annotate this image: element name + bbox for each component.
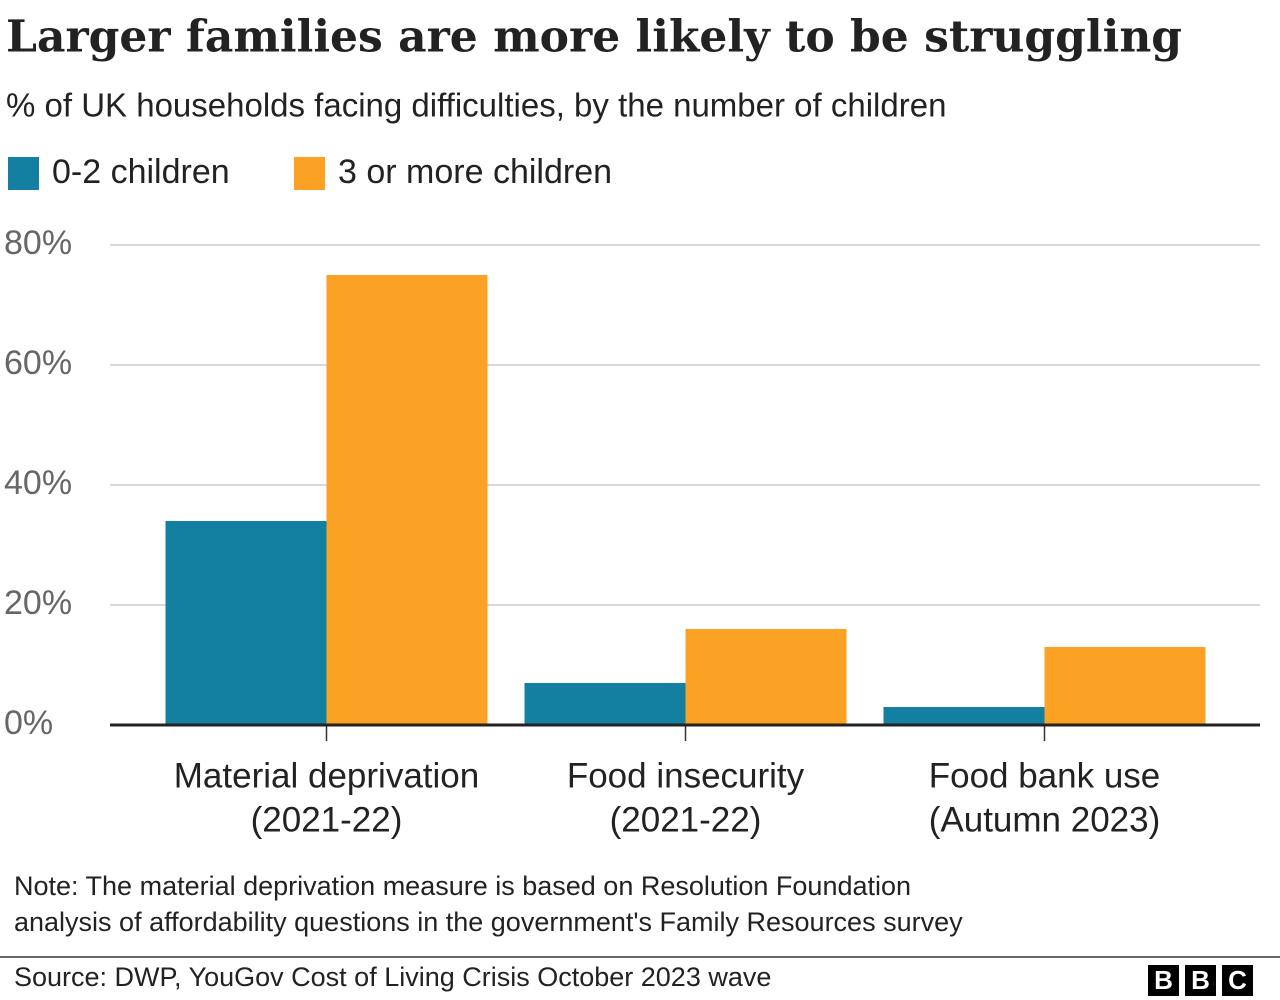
chart-subtitle: % of UK households facing difficulties, …: [6, 87, 946, 124]
logo-letter: C: [1228, 965, 1247, 995]
chart-title: Larger families are more likely to be st…: [6, 12, 1182, 63]
logo-letter: B: [1191, 965, 1210, 995]
bar: [326, 275, 488, 725]
logo-letter: B: [1154, 965, 1173, 995]
x-tick-label: (Autumn 2023): [929, 800, 1161, 839]
logo-block: [1222, 965, 1253, 996]
legend-label: 0-2 children: [52, 153, 230, 191]
logo-block: [1185, 965, 1216, 996]
legend-swatch: [8, 157, 39, 190]
x-tick-label: Material deprivation: [174, 756, 479, 795]
logo-block: [1148, 965, 1179, 996]
note: Note: The material deprivation measure i…: [14, 871, 911, 901]
bar: [1044, 647, 1206, 725]
x-tick-label: (2021-22): [251, 800, 403, 839]
bar: [524, 683, 686, 725]
bar: [685, 629, 847, 725]
y-tick-label: 20%: [4, 584, 72, 622]
y-tick-label: 80%: [4, 224, 72, 262]
y-tick-label: 0%: [4, 704, 53, 742]
x-tick-label: (2021-22): [610, 800, 762, 839]
note: analysis of affordability questions in t…: [14, 907, 963, 937]
bar: [883, 707, 1045, 725]
source: Source: DWP, YouGov Cost of Living Crisi…: [14, 962, 771, 992]
x-tick-label: Food bank use: [929, 756, 1161, 795]
y-tick-label: 60%: [4, 344, 72, 382]
legend-label: 3 or more children: [338, 153, 612, 191]
x-tick-label: Food insecurity: [567, 756, 805, 795]
y-tick-label: 40%: [4, 464, 72, 502]
bar: [165, 521, 327, 725]
legend-swatch: [294, 157, 325, 190]
